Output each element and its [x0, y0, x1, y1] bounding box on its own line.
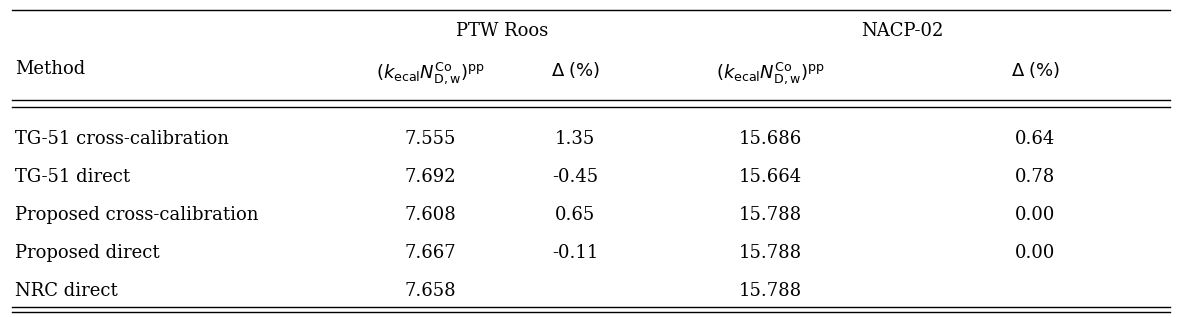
Text: $\Delta\;(\%)$: $\Delta\;(\%)$ [1011, 60, 1059, 80]
Text: Proposed direct: Proposed direct [15, 244, 160, 262]
Text: NACP-02: NACP-02 [862, 22, 943, 40]
Text: 7.608: 7.608 [404, 206, 456, 224]
Text: -0.45: -0.45 [552, 168, 598, 186]
Text: $(k_{\mathrm{ecal}} N_{\mathrm{D,w}}^{\mathrm{Co}})^{\mathrm{pp}}$: $(k_{\mathrm{ecal}} N_{\mathrm{D,w}}^{\m… [376, 60, 485, 86]
Text: PTW Roos: PTW Roos [456, 22, 548, 40]
Text: 15.686: 15.686 [739, 130, 801, 148]
Text: 0.64: 0.64 [1015, 130, 1056, 148]
Text: NRC direct: NRC direct [15, 282, 118, 300]
Text: 7.692: 7.692 [404, 168, 456, 186]
Text: 0.78: 0.78 [1015, 168, 1056, 186]
Text: $\Delta\;(\%)$: $\Delta\;(\%)$ [551, 60, 599, 80]
Text: Proposed cross-calibration: Proposed cross-calibration [15, 206, 259, 224]
Text: 15.788: 15.788 [739, 282, 801, 300]
Text: TG-51 cross-calibration: TG-51 cross-calibration [15, 130, 229, 148]
Text: 7.555: 7.555 [404, 130, 456, 148]
Text: 15.664: 15.664 [739, 168, 801, 186]
Text: $(k_{\mathrm{ecal}} N_{\mathrm{D,w}}^{\mathrm{Co}})^{\mathrm{pp}}$: $(k_{\mathrm{ecal}} N_{\mathrm{D,w}}^{\m… [715, 60, 824, 86]
Text: 1.35: 1.35 [554, 130, 595, 148]
Text: 0.00: 0.00 [1015, 206, 1056, 224]
Text: 15.788: 15.788 [739, 244, 801, 262]
Text: 0.00: 0.00 [1015, 244, 1056, 262]
Text: TG-51 direct: TG-51 direct [15, 168, 130, 186]
Text: Method: Method [15, 60, 85, 78]
Text: 15.788: 15.788 [739, 206, 801, 224]
Text: 7.658: 7.658 [404, 282, 456, 300]
Text: -0.11: -0.11 [552, 244, 598, 262]
Text: 0.65: 0.65 [554, 206, 595, 224]
Text: 7.667: 7.667 [404, 244, 456, 262]
